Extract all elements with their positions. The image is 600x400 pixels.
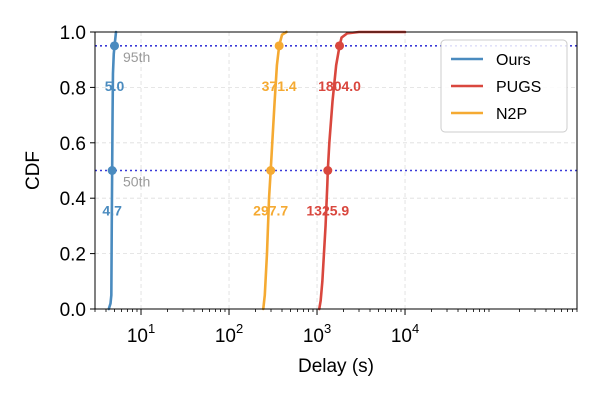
x-tick-label: 101 bbox=[127, 321, 155, 347]
value-label-ours: 5.0 bbox=[105, 78, 125, 94]
x-tick-label: 104 bbox=[391, 321, 419, 347]
percentile-label: 95th bbox=[123, 49, 150, 65]
marker-n2p bbox=[274, 41, 284, 51]
legend-label-n2p: N2P bbox=[496, 106, 527, 123]
value-label-pugs: 1804.0 bbox=[318, 78, 361, 94]
y-tick-label: 0.4 bbox=[60, 189, 87, 210]
percentile-label: 50th bbox=[123, 174, 150, 190]
y-axis-label: CDF bbox=[23, 151, 44, 190]
value-label-n2p: 371.4 bbox=[262, 78, 297, 94]
y-tick-label: 1.0 bbox=[60, 23, 86, 44]
x-tick-label: 103 bbox=[303, 321, 331, 347]
marker-pugs bbox=[335, 41, 345, 51]
y-tick-label: 0.6 bbox=[60, 134, 86, 155]
legend-label-pugs: PUGS bbox=[496, 79, 541, 96]
legend: Ours PUGS N2P bbox=[440, 39, 568, 133]
y-tick-label: 0.2 bbox=[60, 245, 86, 266]
y-tick-label: 0.8 bbox=[60, 78, 86, 99]
marker-ours bbox=[110, 41, 120, 51]
value-label-pugs: 1325.9 bbox=[306, 203, 349, 219]
marker-n2p bbox=[266, 166, 276, 175]
legend-box bbox=[440, 39, 568, 133]
legend-label-ours: Ours bbox=[496, 52, 531, 69]
x-axis-label: Delay (s) bbox=[298, 356, 374, 377]
x-tick-label: 102 bbox=[215, 321, 243, 347]
value-label-ours: 4.7 bbox=[102, 203, 122, 219]
axis-ticks: 0.0 0.2 0.4 0.6 0.8 1.0 101 102 103 104 bbox=[60, 23, 578, 347]
y-tick-label: 0.0 bbox=[60, 300, 86, 321]
marker-ours bbox=[107, 166, 117, 175]
plot-frame bbox=[94, 31, 578, 310]
percentile-markers bbox=[107, 41, 345, 175]
value-labels: 4.7 5.0 1325.9 1804.0 297.7 371.4 bbox=[102, 78, 361, 219]
value-label-n2p: 297.7 bbox=[253, 203, 288, 219]
marker-pugs bbox=[323, 166, 333, 175]
